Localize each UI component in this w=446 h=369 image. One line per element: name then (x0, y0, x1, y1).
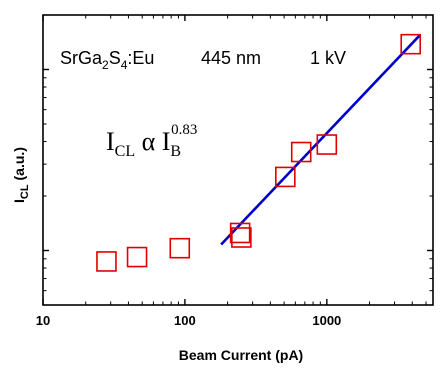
material-annotation: SrGa2S4:Eu (60, 48, 154, 72)
wavelength-annotation: 445 nm (201, 48, 261, 68)
data-point (316, 134, 338, 155)
data-point (231, 227, 252, 248)
data-point (126, 246, 148, 268)
voltage-annotation: 1 kV (310, 48, 346, 68)
data-point (169, 237, 191, 259)
plot-border (42, 14, 434, 306)
power-law-formula: ICL α IB0.83 (106, 122, 197, 160)
data-point (96, 251, 117, 272)
plot-frame (42, 14, 434, 306)
x-axis-label: Beam Current (pA) (179, 347, 303, 363)
data-point (275, 166, 296, 188)
data-point (229, 222, 251, 244)
fit-line-layer (220, 34, 421, 246)
y-axis (43, 14, 433, 306)
data-point (290, 141, 312, 163)
data-points (96, 33, 422, 272)
x-axis: 10 100 1000 (36, 15, 427, 328)
fit-line (220, 34, 421, 246)
data-point (400, 33, 422, 55)
x-tick-label: 10 (36, 313, 50, 328)
x-tick-label: 100 (174, 313, 196, 328)
y-axis-label: ICL (a.u.) (11, 147, 31, 203)
x-tick-label: 1000 (312, 313, 341, 328)
